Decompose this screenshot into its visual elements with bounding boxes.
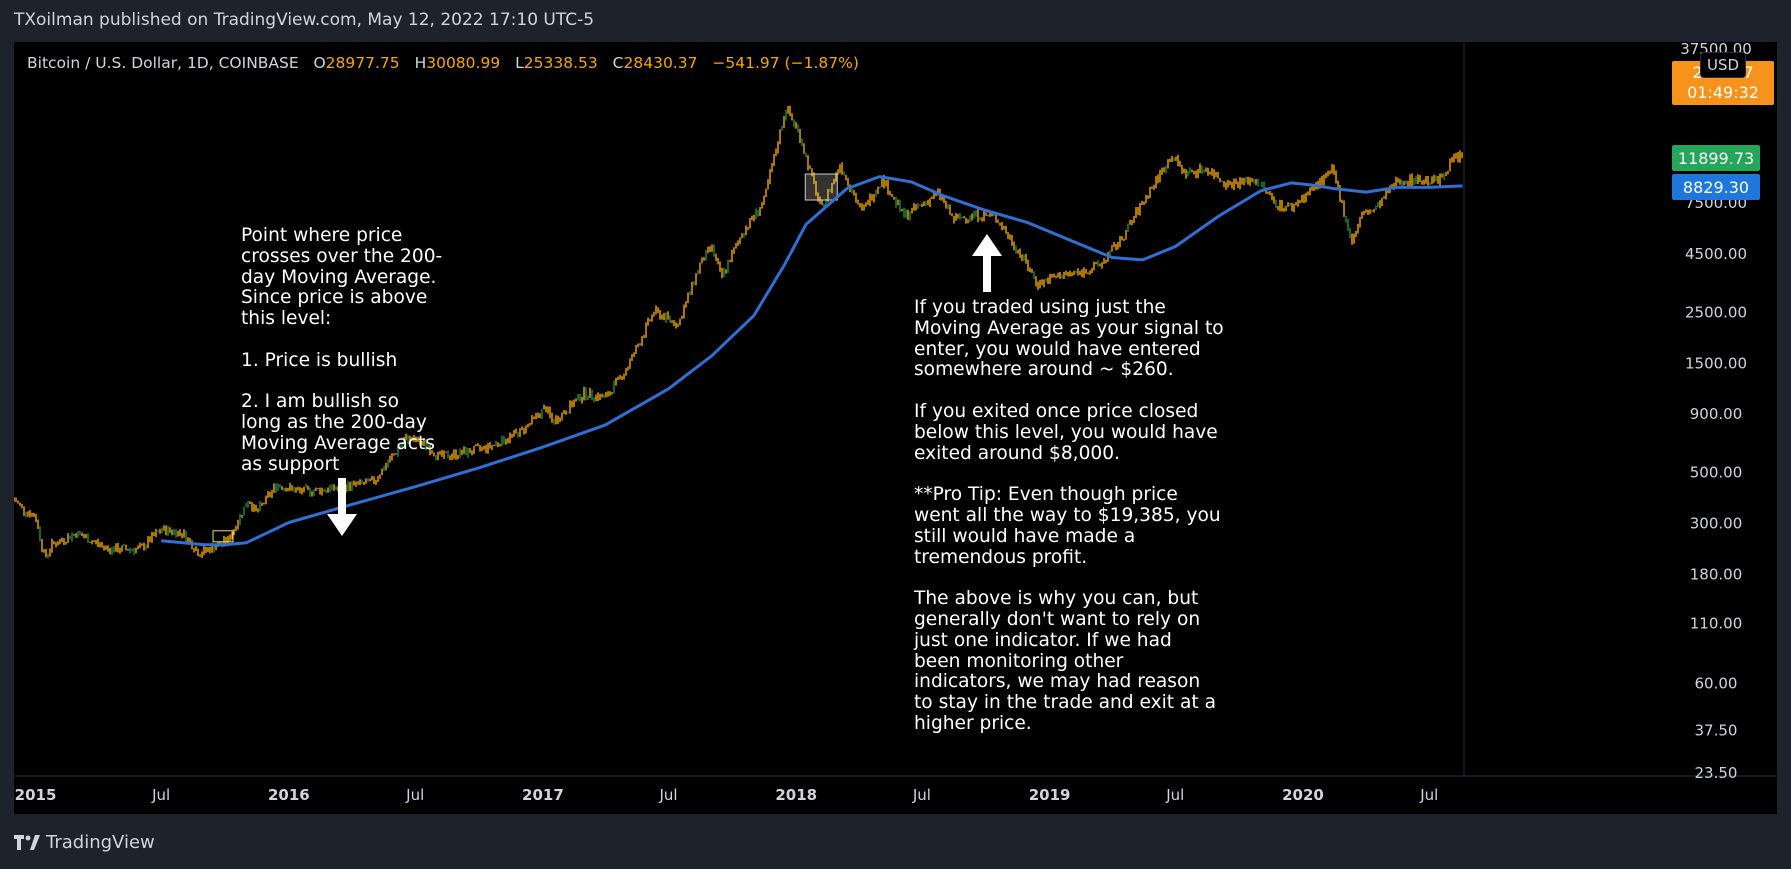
current-price-tag: 11899.73 (1672, 145, 1760, 171)
high-value: 30080.99 (426, 54, 501, 72)
x-tick-label: Jul (405, 786, 424, 804)
y-tick-label: 37.50 (1695, 721, 1738, 739)
low-label: L (515, 54, 524, 72)
tradingview-logo-icon (14, 834, 40, 850)
y-tick-label: 110.00 (1690, 614, 1743, 632)
x-tick-label: 2017 (522, 786, 564, 804)
y-tick-label: 23.50 (1695, 764, 1738, 782)
annotation-right: If you traded using just the Moving Aver… (914, 297, 1224, 734)
close-label: C (612, 54, 624, 72)
y-tick-label: 1500.00 (1685, 354, 1747, 372)
price-chart[interactable]: 37500.007500.004500.002500.001500.00900.… (14, 42, 1777, 814)
footer (0, 814, 1791, 869)
x-tick-label: 2016 (268, 786, 310, 804)
y-tick-label: 500.00 (1690, 464, 1743, 482)
x-tick-label: 2015 (15, 786, 57, 804)
header-bar: TXoilman published on TradingView.com, M… (0, 0, 1791, 42)
x-tick-label: Jul (1419, 786, 1438, 804)
cross-marker-2018 (804, 173, 838, 201)
up-arrow-icon (972, 234, 1002, 292)
annotation-left: Point where price crosses over the 200- … (241, 225, 443, 475)
x-tick-label: 2020 (1282, 786, 1324, 804)
y-tick-label: 180.00 (1690, 565, 1743, 583)
x-tick-label: Jul (658, 786, 677, 804)
bar-countdown: 01:49:32 (1687, 83, 1759, 102)
high-label: H (414, 54, 427, 72)
close-value: 28430.37 (623, 54, 698, 72)
change-value: −541.97 (−1.87%) (712, 54, 859, 72)
y-tick-label: 60.00 (1695, 675, 1738, 693)
brand-name: TradingView (46, 832, 155, 853)
x-tick-label: 2019 (1029, 786, 1071, 804)
currency-badge[interactable]: USD (1700, 52, 1746, 78)
moving-average-tag: 8829.30 (1672, 174, 1760, 200)
open-value: 28977.75 (325, 54, 400, 72)
y-tick-label: 2500.00 (1685, 304, 1747, 322)
tradingview-logo[interactable]: TradingView (14, 832, 155, 853)
x-tick-label: Jul (151, 786, 170, 804)
y-tick-label: 4500.00 (1685, 245, 1747, 263)
symbol-label[interactable]: Bitcoin / U.S. Dollar, 1D, COINBASE (27, 54, 299, 72)
x-tick-label: Jul (912, 786, 931, 804)
y-tick-label: 300.00 (1690, 515, 1743, 533)
open-label: O (313, 54, 326, 72)
chart-area[interactable]: 37500.00 7500.00 4500.00 2500.00 1500.00 900.… (14, 42, 1777, 814)
cross-marker-2015 (212, 530, 234, 543)
y-tick-label: 900.00 (1690, 405, 1743, 423)
down-arrow-icon (327, 478, 357, 536)
x-tick-label: Jul (1165, 786, 1184, 804)
x-tick-label: 2018 (775, 786, 817, 804)
moving-average-line (161, 175, 1463, 547)
ohlc-legend: Bitcoin / U.S. Dollar, 1D, COINBASE O289… (27, 54, 859, 72)
low-value: 25338.53 (523, 54, 598, 72)
publisher-line: TXoilman published on TradingView.com, M… (14, 10, 595, 30)
